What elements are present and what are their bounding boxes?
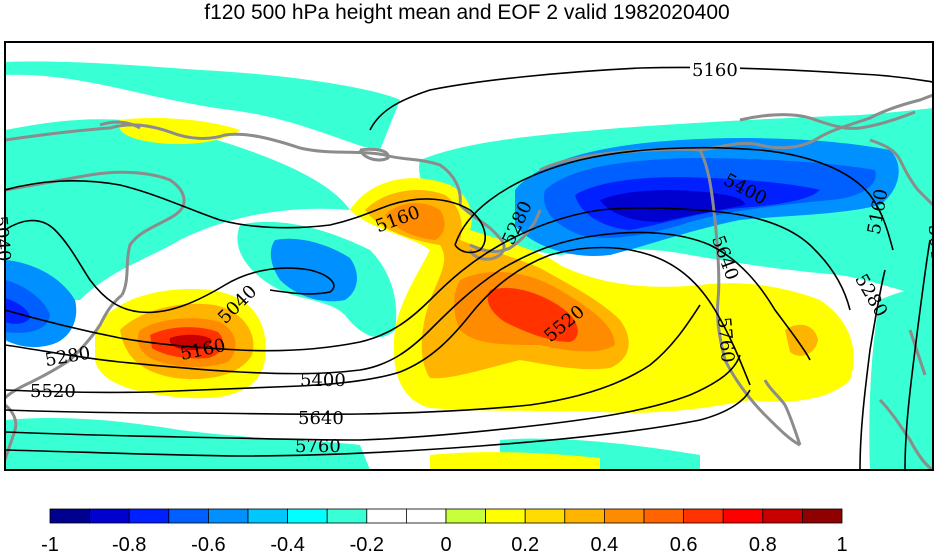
colorbar-tick-label: -0.6	[191, 534, 226, 556]
coastline	[458, 203, 506, 261]
eof-negative-region	[5, 298, 30, 324]
colorbar-swatch	[564, 508, 605, 524]
coastline	[5, 170, 186, 296]
height-contour	[5, 304, 701, 416]
height-contour	[5, 231, 811, 375]
colorbar-swatch	[604, 508, 645, 524]
height-contour	[5, 207, 851, 352]
colorbar-tick-label: -0.2	[349, 534, 385, 556]
eof-negative-region	[5, 119, 350, 301]
contour-label: 5760	[713, 316, 738, 363]
coastline	[908, 329, 927, 376]
eof-negative-region	[270, 238, 357, 302]
eof-positive-region	[385, 203, 445, 240]
contour-label: 5520	[30, 381, 76, 402]
coastline	[99, 120, 141, 130]
colorbar-swatch	[643, 508, 684, 524]
height-contour	[369, 66, 933, 131]
contour-label: 5640	[298, 408, 344, 429]
colorbar-swatch	[49, 508, 90, 524]
coastline	[698, 149, 801, 447]
colorbar	[49, 508, 843, 524]
colorbar-swatch	[287, 508, 328, 524]
map-title: f120 500 hPa height mean and EOF 2 valid…	[204, 1, 730, 24]
eof-positive-region	[487, 287, 578, 342]
colorbar-swatch	[683, 508, 724, 524]
colorbar-swatch	[524, 508, 566, 524]
coastline	[763, 379, 802, 446]
coastline	[358, 147, 390, 162]
colorbar-tick-label: -0.8	[111, 534, 147, 556]
height-contours	[5, 66, 933, 470]
coastline	[539, 93, 933, 172]
eof-negative-region	[5, 418, 370, 470]
colorbar-tick-label: 0.4	[590, 534, 619, 556]
colorbar-swatch	[207, 508, 249, 524]
colorbar-tick-label: -0.4	[270, 534, 305, 556]
coastline	[5, 293, 123, 400]
contour-label: 5040	[924, 224, 934, 271]
colorbar-swatch	[326, 508, 368, 524]
coastline	[869, 138, 933, 207]
colorbar-swatch	[802, 508, 843, 524]
eof-positive-region	[785, 324, 818, 356]
colorbar-swatch	[762, 508, 803, 524]
colorbar-tick-label: 1	[836, 534, 848, 556]
height-contour	[5, 180, 486, 254]
colorbar-swatch	[485, 508, 526, 524]
colorbar-swatch	[168, 508, 209, 524]
colorbar-swatch	[445, 508, 486, 524]
eof-negative-region	[600, 190, 745, 222]
eof-negative-region	[5, 61, 400, 151]
colorbar-swatch	[247, 508, 288, 524]
colorbar-swatch	[89, 508, 130, 524]
coastline	[5, 123, 462, 206]
colorbar-swatch	[722, 508, 764, 524]
colorbar-swatch	[128, 508, 170, 524]
colorbar-swatch	[405, 508, 447, 524]
height-contour	[5, 246, 751, 394]
height-contour	[454, 146, 894, 251]
colorbar-tick-label: 0.6	[669, 534, 698, 556]
contour-label: 5160	[692, 60, 738, 81]
contour-label: 5760	[295, 436, 341, 457]
coastline	[878, 398, 933, 470]
colorbar-tick-label: -1	[41, 534, 59, 556]
coastlines	[5, 93, 933, 470]
colorbar-tick-label: 0.2	[511, 534, 540, 556]
map-frame	[4, 41, 934, 471]
height-contour	[904, 239, 931, 470]
coastline	[739, 110, 916, 130]
height-contour	[859, 269, 886, 470]
contour-label: 5400	[300, 370, 346, 391]
contour-label: 5040	[0, 215, 14, 262]
colorbar-tick-label: 0	[440, 534, 452, 556]
height-contour	[5, 389, 751, 457]
height-contour	[5, 354, 741, 441]
eof-shading	[5, 42, 933, 470]
colorbar-swatch	[366, 508, 407, 524]
eof-positive-region	[430, 452, 600, 470]
colorbar-tick-label: 0.8	[748, 534, 777, 556]
height-contour	[5, 219, 335, 314]
